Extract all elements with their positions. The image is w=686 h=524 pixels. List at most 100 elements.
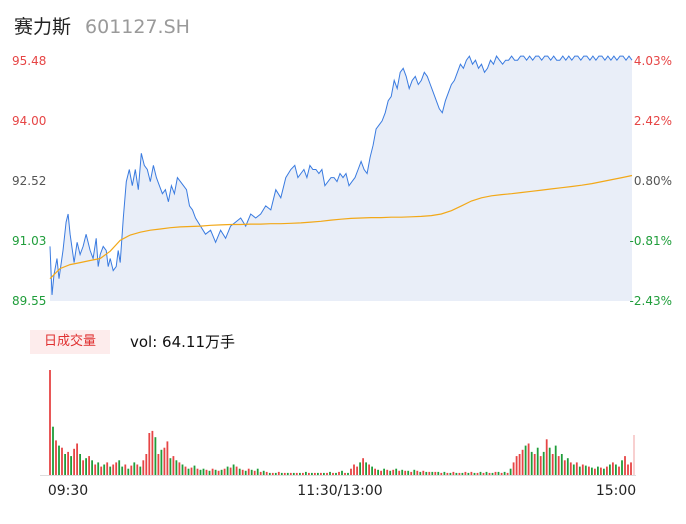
volume-bar [256,468,259,475]
volume-bar [133,462,136,475]
volume-bar [581,464,584,475]
volume-bar [139,466,142,475]
volume-bar [425,471,428,475]
volume-bar [374,468,376,475]
volume-bar [187,468,190,475]
volume-bar [55,440,57,475]
volume-bar [395,468,398,475]
volume-bar [76,443,78,475]
volume-bar [359,462,361,475]
volume-bar [329,471,331,475]
x-tick-label: 15:00 [596,483,636,499]
average-price-line [49,174,633,280]
volume-bar [226,466,229,475]
volume-bar [398,470,401,475]
volume-bar [569,462,572,475]
volume-bar [308,472,310,475]
volume-bar [338,471,340,475]
volume-bar [271,472,274,475]
volume-bar [407,470,410,475]
volume-bar [61,447,63,475]
y-tick-label: 89.55 [12,294,46,308]
volume-bar [317,472,319,475]
volume-bar [591,467,593,475]
volume-bar [422,470,425,475]
volume-bar [265,471,268,475]
volume-bar [112,464,115,475]
volume-bar [268,472,271,475]
volume-bar [542,451,545,475]
volume-bar [557,456,560,475]
stock-name: 赛力斯 [14,16,72,38]
volume-bar [67,451,69,475]
volume-bar [389,470,392,475]
volume-bar [202,468,205,475]
volume-bar [572,464,575,475]
volume-bar [274,472,277,475]
volume-bar [124,464,127,475]
volume-bar [566,458,569,475]
volume-bar [145,454,148,475]
volume-bar [449,472,452,475]
volume-bar [299,472,301,475]
volume-bar [575,462,578,475]
volume-bar [91,460,93,475]
volume-bar [175,460,178,475]
volume-bar [220,469,223,476]
volume-bar [253,470,256,475]
volume-bar [58,445,60,475]
volume-bar [437,471,440,475]
volume-bar [79,454,81,475]
percent-tick-label: -0.81% [630,234,672,248]
volume-bar [551,454,554,475]
volume-bar [295,472,298,475]
volume-bar [497,471,500,475]
volume-bar [527,443,530,475]
volume-bar [434,471,437,475]
volume-bar [347,472,349,475]
y-tick-label: 92.52 [12,174,46,188]
volume-bar [392,469,395,476]
volume-bar [467,472,470,475]
volume-readout: vol: 64.11万手 [130,331,235,352]
percent-tick-label: 2.42% [634,114,672,128]
volume-bar [609,464,611,475]
volume-bar [368,464,370,475]
volume-bar [560,454,563,475]
volume-bar [88,456,90,475]
volume-bar [512,462,515,475]
percent-tick-label: -2.43% [630,294,672,308]
volume-bar [386,469,389,476]
volume-bar [160,449,163,475]
volume-bar [247,468,250,475]
volume-bar [211,468,214,475]
volume-bar [485,471,488,475]
volume-bar [482,472,485,475]
volume-bar [476,472,479,475]
volume-bar [479,471,482,475]
percent-tick-label: 0.80% [634,174,672,188]
volume-bar [554,445,557,475]
volume-bar [606,466,608,475]
volume-bar [82,460,84,475]
volume-bar [244,470,247,475]
volume-bar [136,464,139,475]
volume-bar [440,472,443,475]
volume-bar [446,472,449,475]
volume-bar [208,470,211,475]
volume-bar [630,462,632,475]
volume-bar [193,465,196,475]
volume-bar [70,456,72,475]
volume-bar [545,439,548,475]
x-tick-label: 11:30/13:00 [297,483,382,499]
volume-bar [473,472,476,475]
volume-bar [166,441,169,475]
volume-bar [280,472,283,475]
volume-bar [584,465,587,475]
volume-tab[interactable]: 日成交量 [30,330,110,354]
volume-bar [169,458,172,475]
volume-value: 64.11万手 [162,333,235,351]
volume-bar [283,472,286,475]
volume-bar [627,464,629,475]
